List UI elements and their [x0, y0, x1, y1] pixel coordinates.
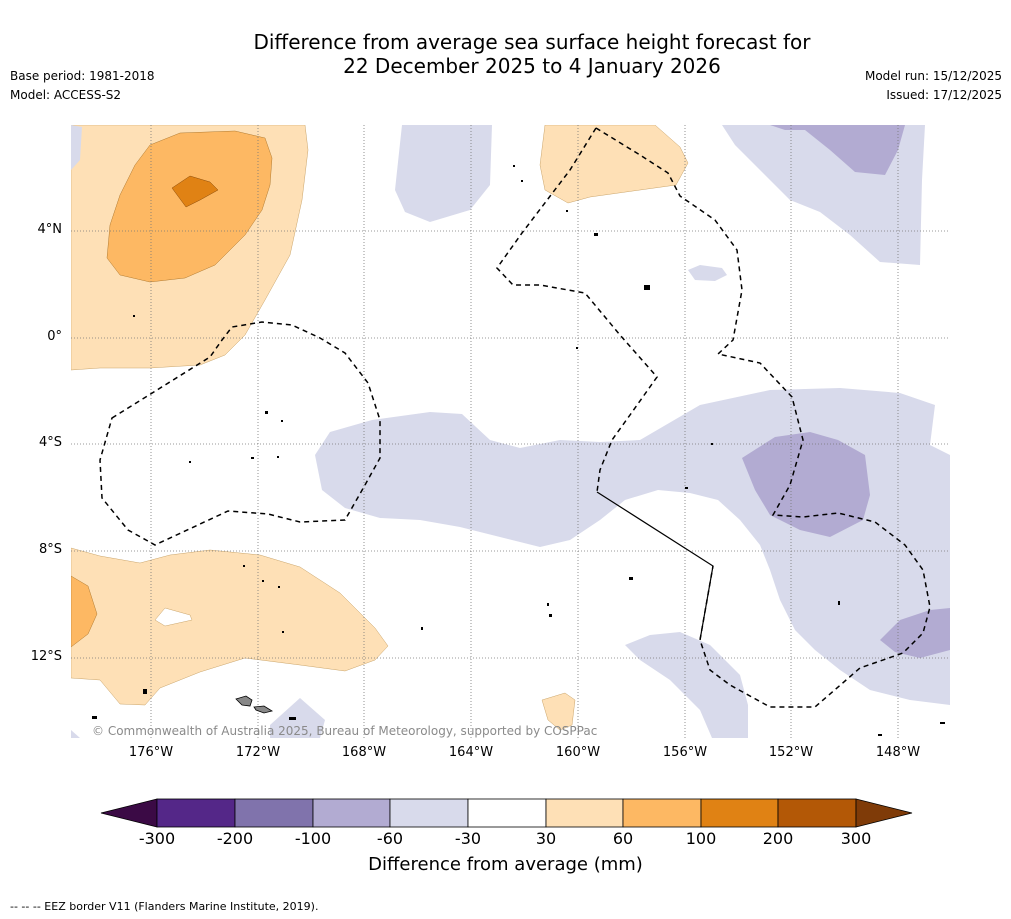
colorbar-swatch-3 — [312, 798, 391, 828]
contour-neg-30-bottom-left — [71, 730, 80, 738]
contour-pos-60-southwest — [71, 575, 98, 648]
lat-label-8s: 8°S — [38, 542, 62, 557]
title-line-2: 22 December 2025 to 4 January 2026 — [343, 54, 721, 78]
colorbar-label-minus-100: -100 — [294, 829, 332, 848]
contour-neg-30-far-west — [71, 125, 82, 170]
colorbar-swatch-2 — [234, 798, 314, 828]
colorbar-label-30: 30 — [535, 829, 557, 848]
colorbar-label-minus-300: -300 — [138, 829, 176, 848]
contour-pos-100-northwest — [171, 175, 219, 208]
colorbar-extend-low — [100, 798, 158, 828]
contour-neg-30-south-band — [315, 388, 950, 705]
colorbar-label-minus-60: -60 — [376, 829, 404, 848]
colorbar-swatch-1 — [156, 798, 236, 828]
lon-label-156w: 156°W — [662, 745, 708, 760]
colorbar-swatch-4 — [389, 798, 469, 828]
graticule — [71, 125, 950, 738]
eez-borders — [99, 127, 931, 708]
colorbar-title: Difference from average (mm) — [368, 854, 643, 875]
lat-label-4s: 4°S — [38, 435, 62, 450]
colorbar — [100, 798, 913, 828]
contour-neg-30-south-central — [625, 632, 748, 738]
contour-pos-30-southwest — [71, 547, 389, 706]
lon-label-164w: 164°W — [448, 745, 494, 760]
contour-neg-60-south-east — [742, 432, 870, 537]
contour-neg-30-north-central — [395, 125, 492, 222]
eez-boundary-solid — [596, 491, 714, 641]
eez-kiribati-line-west — [496, 127, 658, 493]
contour-neg-60-far-southeast — [880, 608, 950, 658]
colorbar-swatch-6 — [545, 798, 624, 828]
meta-left: Base period: 1981-2018 Model: ACCESS-S2 — [10, 67, 155, 105]
lon-label-160w: 160°W — [555, 745, 601, 760]
contour-pos-60-northwest — [106, 130, 273, 283]
lon-label-148w: 148°W — [875, 745, 921, 760]
contour-pos-30-south-central — [541, 692, 576, 731]
contour-pos-30-north-central — [539, 125, 689, 204]
lon-label-176w: 176°W — [128, 745, 174, 760]
contour-neg-30-southwest-small — [270, 698, 325, 738]
colorbar-label-minus-200: -200 — [216, 829, 254, 848]
lat-label-4n: 4°N — [37, 222, 63, 237]
islands — [92, 165, 945, 736]
contour-neg-60-northeast — [770, 125, 905, 175]
model-run: Model run: 15/12/2025 — [864, 69, 1002, 83]
colorbar-label-60: 60 — [612, 829, 634, 848]
colorbar-label-minus-30: -30 — [454, 829, 482, 848]
island-samoa-savaii — [235, 695, 253, 707]
lat-label-12s: 12°S — [30, 649, 62, 664]
eez-footnote: -- -- -- EEZ border V11 (Flanders Marine… — [10, 900, 319, 913]
colorbar-label-100: 100 — [685, 829, 717, 848]
eez-kiribati-line-north — [595, 127, 931, 708]
colorbar-label-300: 300 — [840, 829, 872, 848]
island-samoa-upolu — [253, 705, 274, 714]
colorbar-swatch-5 — [467, 798, 547, 828]
base-period: Base period: 1981-2018 — [10, 69, 155, 83]
chart-title: Difference from average sea surface heig… — [0, 30, 1011, 78]
colorbar-label-200: 200 — [762, 829, 794, 848]
colorbar-swatch-8 — [700, 798, 779, 828]
colorbar-extend-high — [855, 798, 913, 828]
issued-date: Issued: 17/12/2025 — [886, 88, 1002, 102]
lon-label-168w: 168°W — [341, 745, 387, 760]
eez-kiribati-phoenix — [99, 321, 381, 546]
colorbar-swatch-7 — [622, 798, 702, 828]
colorbar-swatch-9 — [777, 798, 857, 828]
lon-label-152w: 152°W — [768, 745, 814, 760]
title-line-1: Difference from average sea surface heig… — [253, 30, 811, 54]
model-name: Model: ACCESS-S2 — [10, 88, 122, 102]
lon-label-172w: 172°W — [235, 745, 281, 760]
contour-white-hole — [154, 607, 193, 627]
meta-right: Model run: 15/12/2025 Issued: 17/12/2025 — [865, 67, 1002, 105]
contour-neg-30-equator-blob — [688, 265, 727, 281]
map-contours — [71, 125, 950, 738]
lat-label-0: 0° — [47, 329, 62, 344]
copyright-notice: © Commonwealth of Australia 2025, Bureau… — [92, 724, 598, 738]
